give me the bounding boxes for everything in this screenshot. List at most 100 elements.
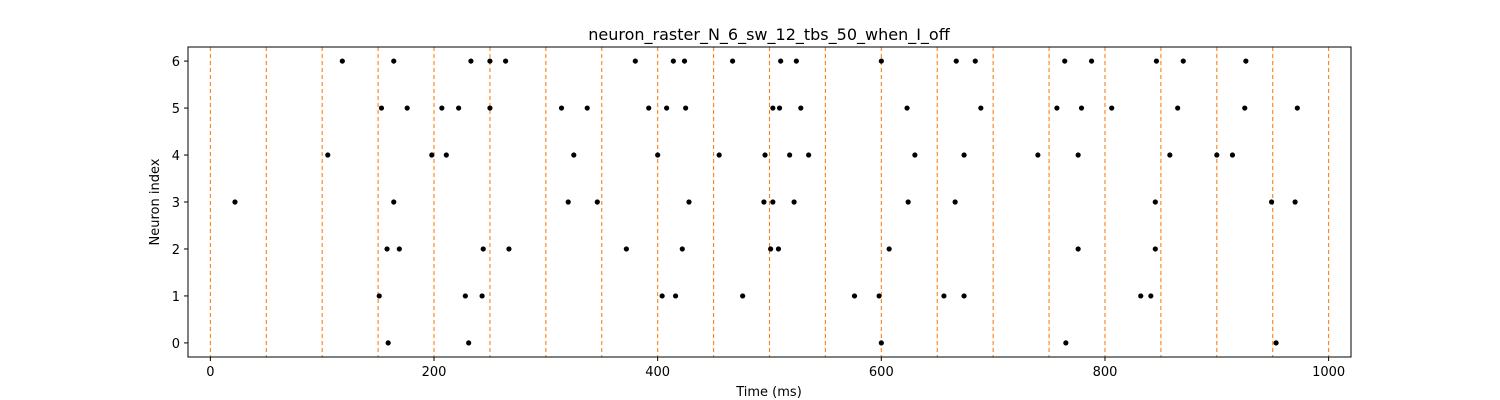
- spike-dot: [770, 199, 776, 205]
- spike-dot: [681, 58, 688, 64]
- spike-dot: [670, 58, 676, 64]
- y-tick-label: 1: [172, 290, 180, 305]
- spike-dot: [391, 199, 397, 205]
- spike-dot: [791, 199, 797, 205]
- spike-dot: [439, 105, 445, 111]
- spike-dot: [571, 152, 577, 158]
- spike-dot: [806, 152, 812, 158]
- spike-dot: [1292, 199, 1298, 205]
- spike-dot: [502, 58, 509, 64]
- spike-dot: [506, 246, 512, 252]
- spike-dot: [778, 58, 784, 64]
- spike-dot: [1109, 105, 1115, 111]
- spike-dot: [941, 293, 947, 299]
- spike-dot: [793, 58, 799, 64]
- x-tick-label: 600: [869, 365, 894, 380]
- spike-dot: [565, 199, 571, 205]
- spike-dot: [1294, 105, 1300, 111]
- spike-dot: [876, 293, 882, 299]
- spike-dot: [376, 293, 382, 299]
- spike-dot: [632, 58, 638, 64]
- spike-dot: [961, 152, 967, 158]
- spike-dot: [1075, 152, 1081, 158]
- spike-dot: [878, 340, 884, 346]
- spike-dot: [912, 152, 918, 158]
- spike-dot: [905, 199, 911, 205]
- spike-dot: [770, 105, 776, 111]
- spike-dot: [1242, 105, 1248, 111]
- spike-dot: [978, 105, 984, 111]
- spike-dot: [232, 199, 238, 205]
- spike-dot: [851, 293, 858, 299]
- spike-dot: [972, 58, 978, 64]
- spike-dot: [443, 152, 449, 158]
- spike-dot: [961, 293, 967, 299]
- spike-dot: [1214, 152, 1220, 158]
- x-tick-label: 400: [645, 365, 670, 380]
- y-axis: 0 1 2 3 4 5 6: [172, 55, 188, 352]
- spike-dot: [623, 246, 629, 252]
- spike-dot: [429, 152, 435, 158]
- spike-dot: [487, 58, 493, 64]
- spike-dot: [672, 293, 679, 299]
- spike-dot: [594, 199, 600, 205]
- spike-dot: [1148, 293, 1154, 299]
- spike-dot: [683, 105, 689, 111]
- spike-dot: [886, 246, 892, 252]
- spike-dot: [1035, 152, 1041, 158]
- spike-dot: [953, 58, 959, 64]
- x-axis-label: Time (ms): [735, 385, 802, 400]
- spike-dot: [1054, 105, 1060, 111]
- spike-dot: [768, 246, 774, 252]
- spike-dot: [762, 152, 768, 158]
- spike-dot: [679, 246, 685, 252]
- spike-dot: [385, 340, 391, 346]
- spike-dot: [761, 199, 767, 205]
- spike-dot: [468, 58, 474, 64]
- spike-dot: [462, 293, 468, 299]
- y-axis-label: Neuron index: [148, 158, 163, 245]
- spike-dot: [878, 58, 884, 64]
- spike-dots: [232, 58, 1300, 346]
- spike-dot: [686, 199, 692, 205]
- spike-dot: [339, 58, 345, 64]
- spike-dot: [659, 293, 665, 299]
- y-tick-label: 5: [172, 102, 180, 117]
- spike-dot: [716, 152, 722, 158]
- spike-dot: [775, 246, 782, 252]
- x-axis: 0 200 400 600 800 1000: [206, 357, 1345, 380]
- spike-dot: [776, 105, 783, 111]
- spike-dot: [1078, 105, 1085, 111]
- spike-dot: [325, 152, 331, 158]
- spike-dot: [1152, 246, 1158, 252]
- spike-dot: [1138, 293, 1144, 299]
- spike-dot: [952, 199, 958, 205]
- spike-dot: [391, 58, 397, 64]
- spike-dot: [787, 152, 793, 158]
- spike-dot: [655, 152, 661, 158]
- spike-dot: [1269, 199, 1275, 205]
- spike-dot: [1152, 199, 1158, 205]
- spike-dot: [396, 246, 402, 252]
- spike-dot: [1153, 58, 1160, 64]
- spike-dot: [1062, 58, 1068, 64]
- x-tick-label: 800: [1093, 365, 1118, 380]
- spike-dot: [456, 105, 462, 111]
- spike-dot: [798, 105, 804, 111]
- spike-dot: [479, 293, 485, 299]
- spike-dot: [1273, 340, 1279, 346]
- x-tick-label: 200: [422, 365, 447, 380]
- chart-title: neuron_raster_N_6_sw_12_tbs_50_when_I_of…: [588, 25, 950, 45]
- spike-dot: [584, 105, 590, 111]
- spike-dot: [1229, 152, 1236, 158]
- spike-dot: [1063, 340, 1069, 346]
- y-tick-label: 3: [172, 196, 180, 211]
- spike-dot: [1075, 246, 1081, 252]
- spike-dot: [1088, 58, 1095, 64]
- y-tick-label: 2: [172, 243, 180, 258]
- spike-dot: [558, 105, 565, 111]
- spike-dot: [404, 105, 410, 111]
- y-tick-label: 6: [172, 55, 180, 70]
- spike-dot: [1180, 58, 1186, 64]
